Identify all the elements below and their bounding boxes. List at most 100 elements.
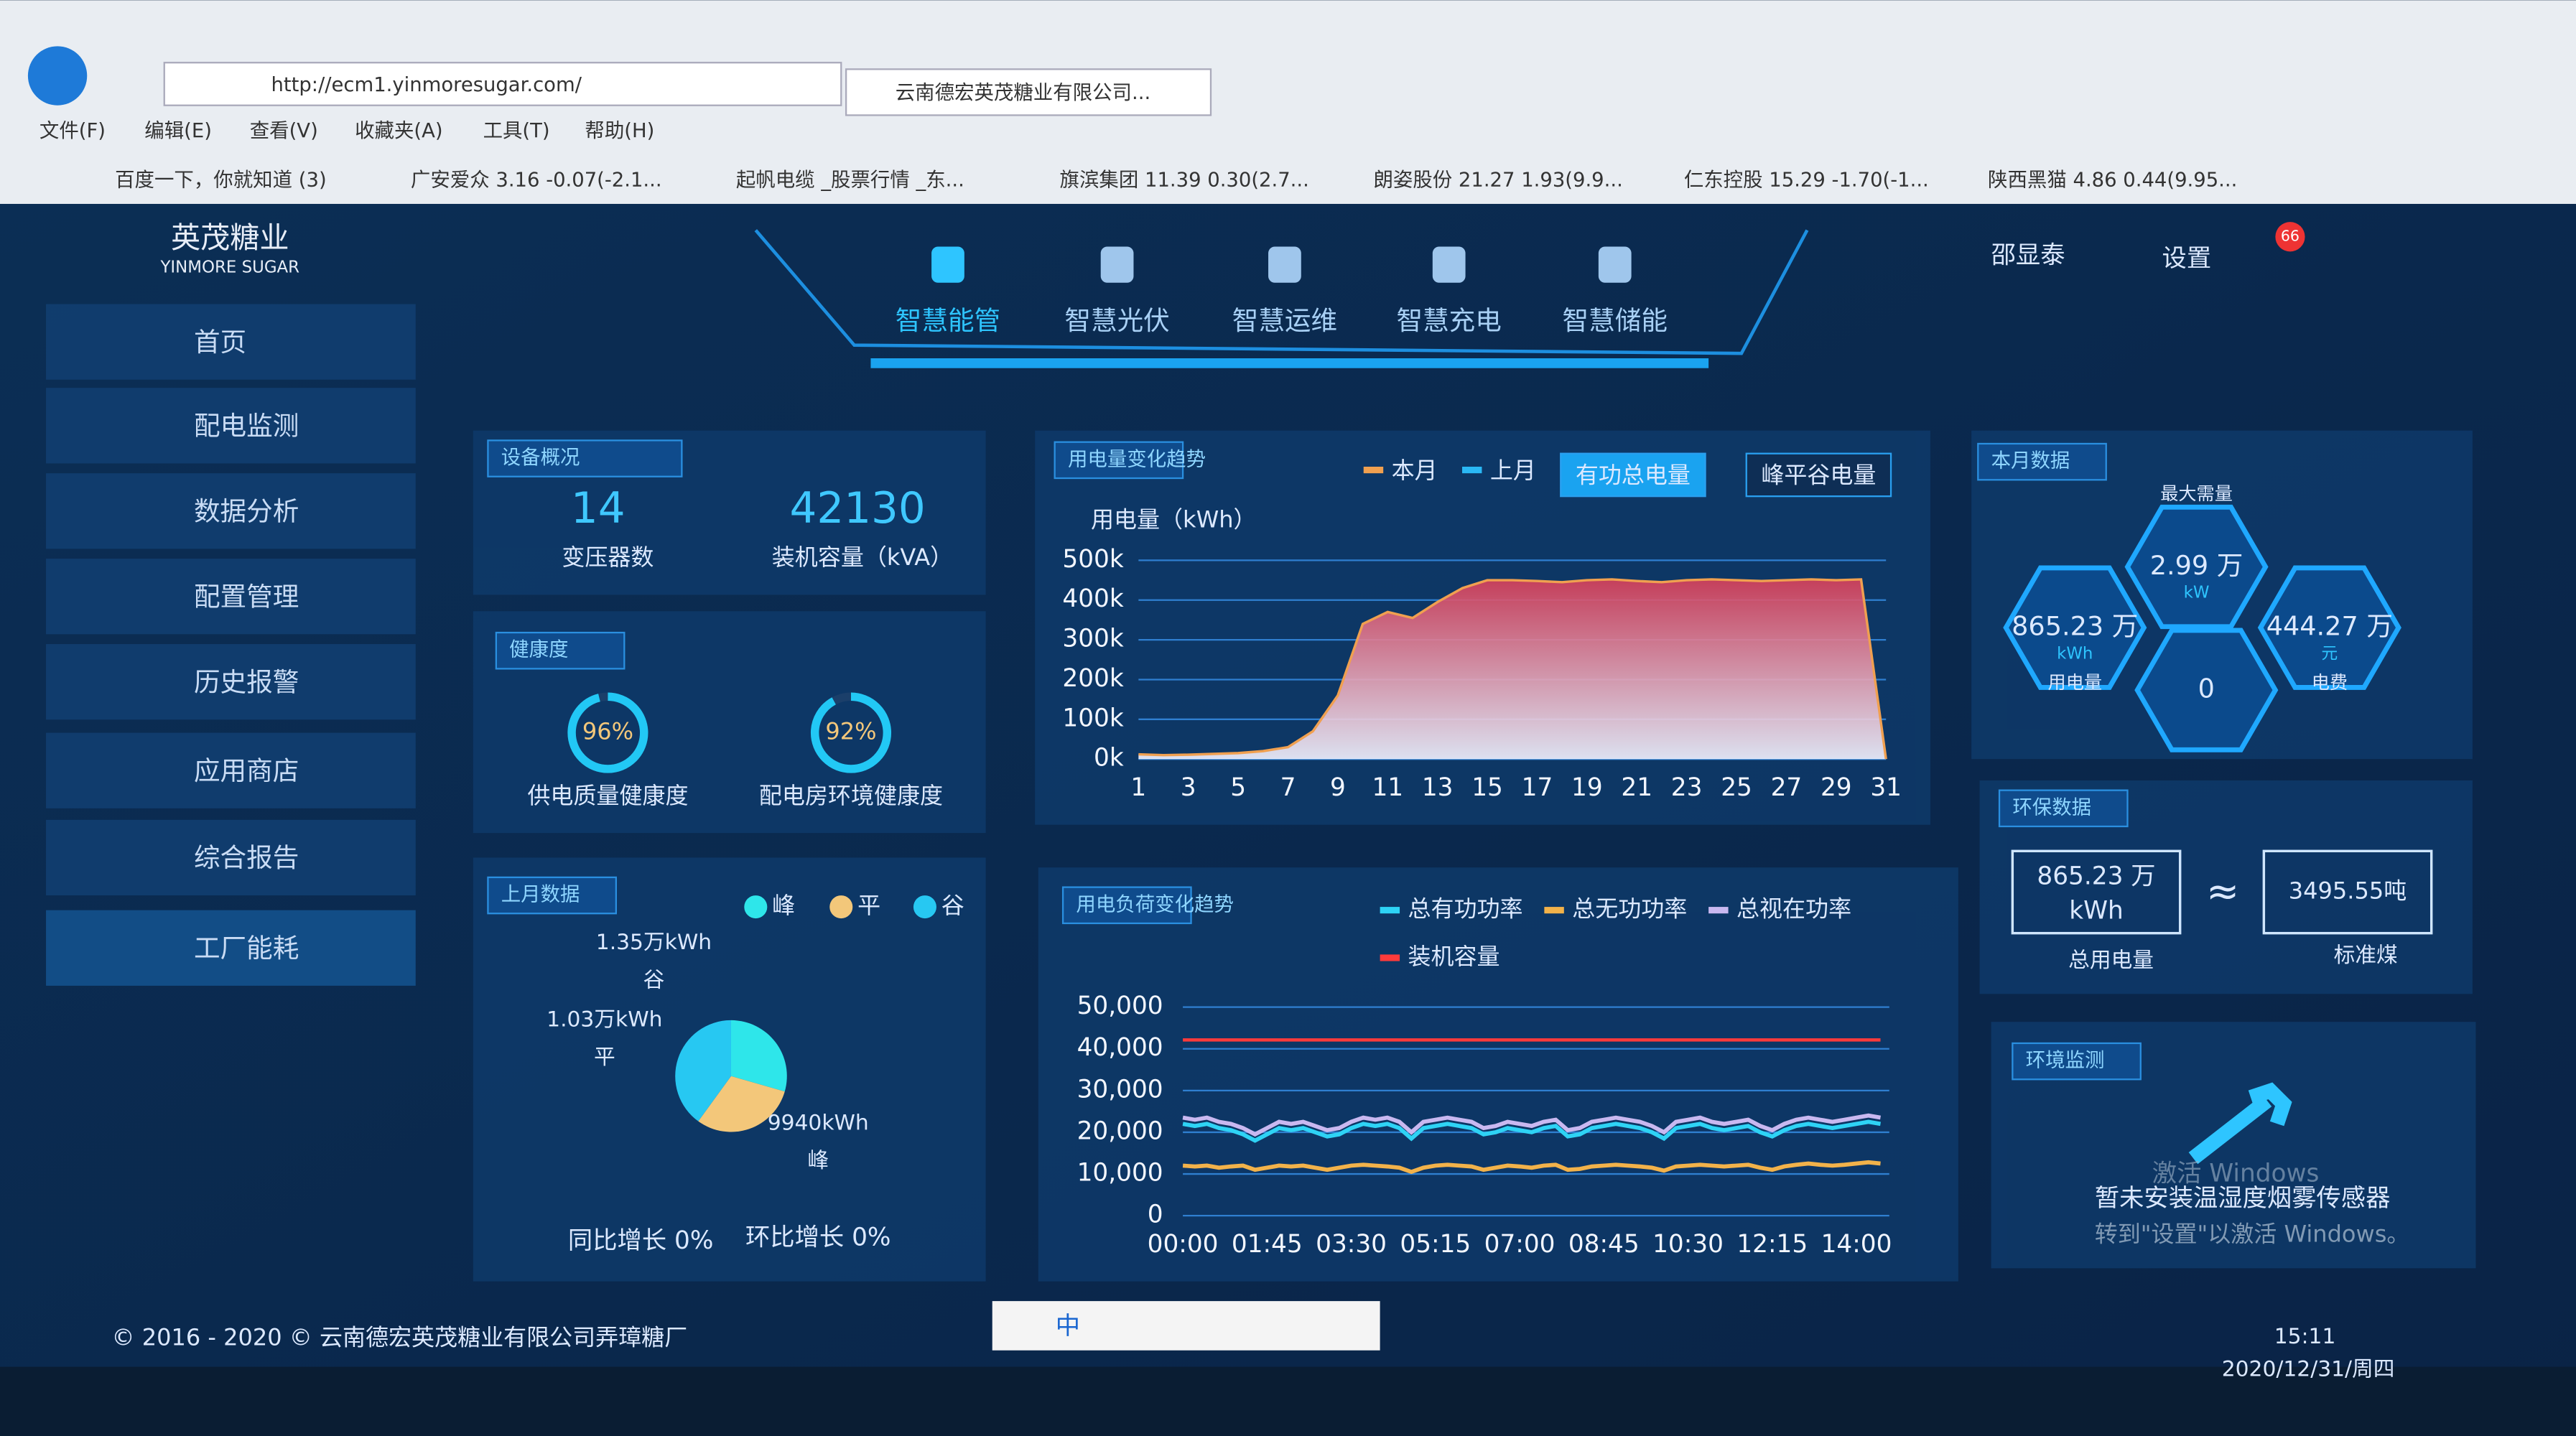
taskbar (0, 1366, 2576, 1436)
toggle-button[interactable] (1745, 452, 1892, 498)
y-tick-label: 40,000 (1077, 1033, 1163, 1062)
clock-date: 2020/12/31/周四 (2222, 1357, 2395, 1382)
logo: 英茂糖业 (171, 220, 289, 255)
hex-value: 2.99 万 (2150, 550, 2243, 581)
back-button[interactable] (27, 46, 88, 106)
legend-label: 上月 (1490, 457, 1536, 484)
watermark-1: 激活 Windows (2152, 1159, 2320, 1188)
nav-item[interactable]: 智慧充电 (1396, 305, 1501, 336)
panel-title-box (1061, 886, 1192, 925)
panel-title-box (2012, 1042, 2142, 1081)
tab[interactable] (845, 68, 1212, 116)
env-coal: 3495.55吨 (2289, 877, 2407, 904)
menu-item[interactable]: 收藏夹(A) (355, 120, 443, 142)
panel-title: 设备概况 (501, 447, 580, 469)
user[interactable]: 邵显泰 (1991, 241, 2065, 270)
legend-swatch (1461, 466, 1482, 474)
x-tick-label: 12:15 (1736, 1230, 1808, 1259)
menu-item[interactable]: 工具(T) (483, 120, 550, 142)
legend-label: 平 (857, 892, 880, 919)
menu-item[interactable]: 帮助(H) (585, 120, 654, 142)
x-tick-label: 9 (1330, 773, 1346, 802)
legend-swatch (913, 895, 936, 919)
pie-category-label: 峰 (807, 1148, 829, 1173)
tab-title: 云南德宏英茂糖业有限公司... (896, 82, 1150, 104)
nav-underline (870, 358, 1709, 368)
legend-label: 峰 (772, 892, 795, 919)
panel-title: 本月数据 (1991, 450, 2070, 472)
settings[interactable]: 设置 (2162, 244, 2212, 273)
x-tick-label: 19 (1571, 773, 1603, 802)
x-tick-label: 08:45 (1568, 1230, 1640, 1259)
hex-value: 444.27 万 (2266, 611, 2393, 642)
panel-title: 上月数据 (501, 884, 580, 906)
sidebar-item[interactable] (46, 304, 416, 380)
nav-item[interactable]: 智慧运维 (1232, 305, 1337, 336)
y-tick-label: 20,000 (1077, 1116, 1163, 1145)
line (1182, 1119, 1881, 1143)
gauge-arc (810, 692, 892, 773)
x-tick-label: 15 (1471, 773, 1503, 802)
favorite[interactable]: 朗姿股份 21.27 1.93(9.9... (1373, 169, 1622, 191)
menu-item[interactable]: 查看(V) (250, 120, 318, 142)
legend-label: 装机容量 (1408, 943, 1499, 970)
gauge-arc (567, 692, 648, 773)
sidebar-item[interactable] (46, 910, 416, 986)
ime-bar (992, 1301, 1380, 1351)
favorite[interactable]: 广安爱众 3.16 -0.07(-2.1... (411, 169, 662, 191)
nav-item[interactable]: 智慧光伏 (1064, 305, 1169, 336)
sidebar-item[interactable] (46, 388, 416, 464)
capacity: 42130 (790, 484, 926, 533)
capacity-label: 装机容量（kVA） (772, 544, 953, 571)
sidebar-item[interactable] (46, 732, 416, 808)
hex-value: 865.23 万 (2012, 611, 2138, 642)
hex-unit: kW (2184, 584, 2210, 602)
favorite[interactable]: 旗滨集团 11.39 0.30(2.7... (1060, 169, 1309, 191)
x-tick-label: 7 (1280, 773, 1296, 802)
approx: ≈ (2206, 868, 2239, 914)
badge (2275, 222, 2305, 252)
panel-title-box (1998, 789, 2129, 828)
hexagon (2003, 565, 2147, 690)
x-tick-label: 00:00 (1148, 1230, 1219, 1259)
address-bar[interactable] (163, 62, 842, 106)
panel-title-box (487, 876, 618, 915)
favorite[interactable]: 百度一下，你就知道 (3) (115, 169, 327, 191)
tool-icon (2188, 1082, 2292, 1165)
sidebar-item[interactable] (46, 644, 416, 720)
sidebar-label: 综合报告 (194, 842, 299, 873)
legend-swatch (744, 895, 768, 919)
sidebar-item[interactable] (46, 819, 416, 896)
x-tick-label: 1 (1130, 773, 1146, 802)
gauge-label: 供电质量健康度 (527, 782, 688, 809)
menu-item[interactable]: 编辑(E) (144, 120, 212, 142)
toggle-button[interactable] (1560, 452, 1706, 498)
favorite[interactable]: 起帆电缆 _股票行情 _东... (736, 169, 964, 191)
panel-title: 环境监测 (2026, 1050, 2105, 1072)
x-tick-label: 3 (1181, 773, 1196, 802)
menu-item[interactable]: 文件(F) (39, 120, 106, 142)
nav-item[interactable]: 智慧能管 (896, 305, 1000, 336)
transformer-count: 14 (571, 484, 626, 533)
env-energy-label: 总用电量 (2068, 948, 2154, 973)
transformer-label: 变压器数 (562, 544, 654, 571)
favorite[interactable]: 仁东控股 15.29 -1.70(-1... (1684, 169, 1929, 191)
pie-slice (730, 1020, 787, 1092)
hexagon (2134, 628, 2279, 752)
pie-slice (698, 1076, 785, 1132)
sidebar-item[interactable] (46, 473, 416, 549)
legend-swatch (1544, 907, 1564, 914)
toggle-label: 有功总电量 (1576, 462, 1691, 489)
favorite[interactable]: 陕西黑猫 4.86 0.44(9.95... (1988, 169, 2237, 191)
sidebar-label: 数据分析 (194, 496, 299, 527)
ime-mode[interactable]: 中 (1056, 1312, 1080, 1341)
x-tick-label: 07:00 (1484, 1230, 1556, 1259)
legend-swatch (1380, 954, 1400, 961)
watermark-2: 转到"设置"以激活 Windows。 (2095, 1221, 2410, 1248)
sidebar-item[interactable] (46, 559, 416, 635)
env-energy-unit: kWh (2069, 896, 2124, 925)
toggle-label: 峰平谷电量 (1761, 462, 1876, 489)
sidebar-label: 首页 (194, 327, 246, 358)
nav-icon (1268, 246, 1301, 283)
nav-item[interactable]: 智慧储能 (1563, 305, 1668, 336)
